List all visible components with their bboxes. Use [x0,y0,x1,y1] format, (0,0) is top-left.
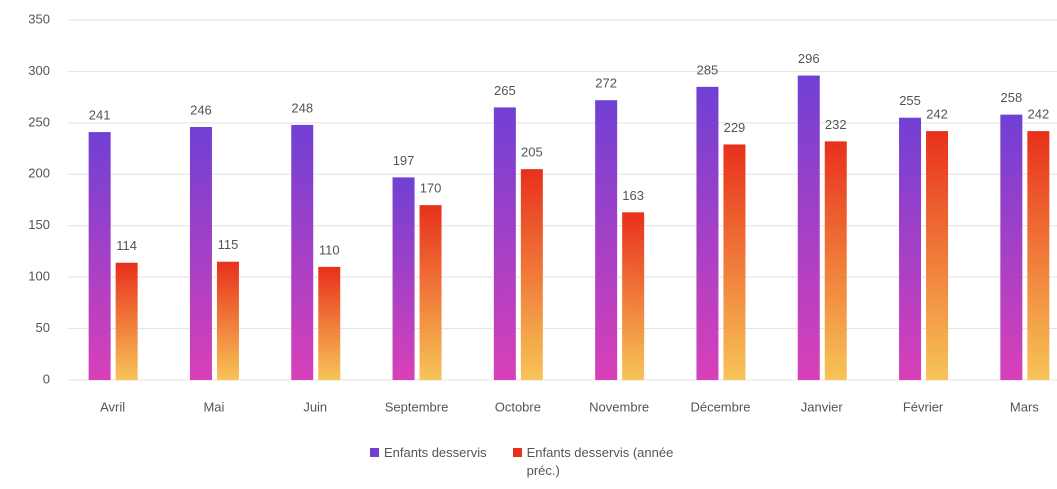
bar [318,266,341,380]
data-label: 242 [926,107,948,122]
data-label: 258 [1000,90,1022,105]
x-tick-label: Décembre [690,399,750,414]
x-tick-label: Novembre [589,399,649,414]
bar [520,169,543,380]
bar [291,124,314,381]
chart: 0 50 100 150 200 250 300 350 Avril 241 114 Mai 246 11… [28,11,1057,414]
x-tick-label: Mai [203,399,224,414]
data-label: 197 [393,153,415,168]
data-label: 285 [697,62,719,77]
bar [622,212,645,380]
data-label: 114 [116,238,137,253]
bar [723,144,746,380]
bar [1027,131,1050,380]
legend-label: Enfants desservis (année préc.) [526,445,674,478]
y-tick-label: 150 [28,217,50,232]
x-tick-label: Septembre [385,399,449,414]
bar [189,126,212,380]
data-label: 205 [521,145,543,160]
bar [824,141,847,380]
legend-item: Enfants desservis [370,444,487,480]
data-label: 115 [218,237,239,252]
bar [115,262,138,380]
data-label: 229 [724,120,746,135]
data-label: 170 [420,181,442,196]
bar [392,177,415,380]
bar [595,100,618,380]
y-tick-label: 0 [43,371,50,386]
data-label: 110 [319,242,340,257]
data-label: 163 [622,188,644,203]
data-label: 242 [1027,107,1049,122]
x-tick-label: Janvier [801,399,844,414]
x-tick-label: Juin [303,399,327,414]
bar [216,261,239,380]
data-label: 296 [798,51,820,66]
bar [899,117,922,380]
bar [696,86,719,380]
y-tick-label: 100 [28,269,50,284]
y-tick-label: 250 [28,114,50,129]
bar [797,75,820,381]
x-tick-label: Octobre [495,399,541,414]
x-tick-label: Avril [100,399,125,414]
x-tick-label: Mars [1010,399,1039,414]
bar [419,205,442,380]
legend-swatch [512,448,522,457]
legend-swatch [370,448,379,457]
bar [88,132,111,380]
bar [1000,114,1023,380]
legend: Enfants desservis Enfants desservis (anné… [370,444,677,480]
data-label: 241 [89,108,111,123]
data-label: 272 [595,76,617,91]
y-tick-label: 300 [28,63,50,78]
data-label: 255 [899,93,921,108]
y-tick-label: 350 [28,11,50,26]
bar [926,131,949,380]
y-tick-label: 200 [28,166,50,181]
data-label: 232 [825,117,847,132]
data-label: 246 [190,102,212,117]
data-label: 265 [494,83,516,98]
legend-item: Enfants desservis (année préc.) [512,444,677,480]
bar [493,107,516,380]
legend-label: Enfants desservis [384,445,487,460]
y-tick-label: 50 [36,320,50,335]
x-tick-label: Février [903,399,944,414]
data-label: 248 [291,100,313,115]
